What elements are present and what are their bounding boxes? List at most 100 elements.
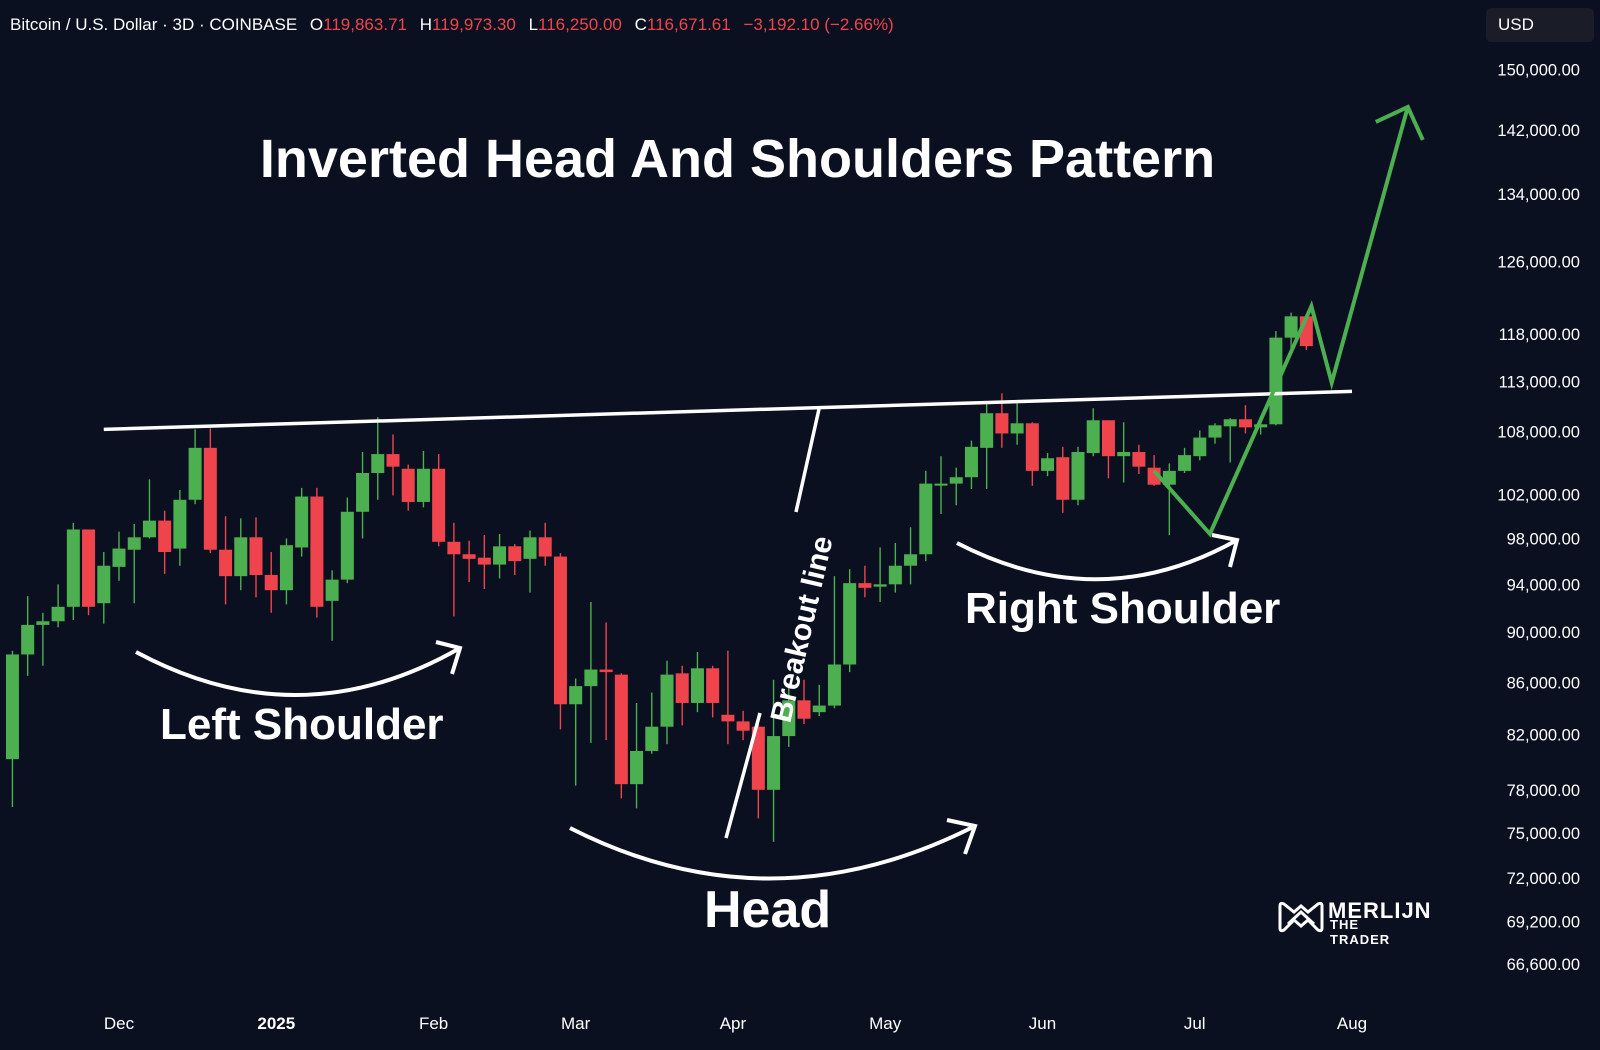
- candle-body: [630, 750, 644, 785]
- candle[interactable]: [158, 510, 172, 574]
- candle[interactable]: [934, 456, 948, 514]
- candle[interactable]: [386, 434, 400, 496]
- candle-body: [888, 565, 902, 585]
- candle[interactable]: [203, 428, 217, 554]
- candle[interactable]: [1056, 446, 1070, 513]
- candle[interactable]: [493, 533, 507, 579]
- candle[interactable]: [630, 702, 644, 809]
- candle[interactable]: [1025, 422, 1039, 486]
- candle[interactable]: [827, 576, 841, 709]
- candle[interactable]: [447, 522, 461, 617]
- candle[interactable]: [371, 417, 385, 500]
- candle[interactable]: [797, 679, 811, 725]
- candle[interactable]: [1147, 455, 1161, 486]
- candle[interactable]: [553, 553, 567, 730]
- candle[interactable]: [234, 518, 248, 591]
- candle[interactable]: [249, 517, 263, 598]
- candle-body: [645, 726, 659, 751]
- candle[interactable]: [432, 454, 446, 547]
- candle[interactable]: [188, 429, 202, 505]
- candle[interactable]: [1238, 405, 1252, 434]
- candle[interactable]: [782, 683, 796, 747]
- candle[interactable]: [584, 602, 598, 743]
- candle[interactable]: [767, 679, 781, 842]
- candle[interactable]: [1101, 420, 1115, 479]
- left-shoulder-arrow: [135, 640, 463, 697]
- candle[interactable]: [51, 584, 65, 628]
- candle[interactable]: [82, 529, 96, 616]
- candle[interactable]: [462, 540, 476, 582]
- symbol-name[interactable]: Bitcoin / U.S. Dollar · 3D · COINBASE: [10, 15, 298, 34]
- candle[interactable]: [1117, 422, 1131, 483]
- candle[interactable]: [888, 542, 902, 593]
- candle[interactable]: [5, 650, 19, 807]
- candle[interactable]: [1178, 447, 1192, 473]
- candle[interactable]: [599, 622, 613, 741]
- candle[interactable]: [1162, 463, 1176, 536]
- candle[interactable]: [1041, 453, 1055, 477]
- candle[interactable]: [751, 716, 765, 819]
- candle[interactable]: [904, 527, 918, 585]
- candle[interactable]: [949, 467, 963, 506]
- symbol-header[interactable]: Bitcoin / U.S. Dollar · 3D · COINBASE O1…: [10, 15, 902, 35]
- candle[interactable]: [279, 538, 293, 605]
- y-tick-label: 72,000.00: [1507, 870, 1580, 888]
- candle[interactable]: [706, 665, 720, 718]
- candle[interactable]: [675, 665, 689, 726]
- candle[interactable]: [36, 612, 50, 666]
- candle[interactable]: [873, 547, 887, 603]
- candle[interactable]: [310, 487, 324, 618]
- candle[interactable]: [858, 565, 872, 598]
- candle[interactable]: [569, 678, 583, 786]
- candle-body: [919, 483, 933, 555]
- candle-body: [142, 520, 156, 538]
- candle[interactable]: [416, 450, 430, 508]
- candle[interactable]: [356, 452, 370, 539]
- candle[interactable]: [508, 544, 522, 575]
- candle[interactable]: [127, 523, 141, 604]
- candle[interactable]: [736, 710, 750, 741]
- candle[interactable]: [112, 531, 126, 581]
- candle[interactable]: [1071, 446, 1085, 506]
- candle[interactable]: [142, 479, 156, 539]
- candle-body: [949, 477, 963, 484]
- high-label: H: [419, 15, 432, 34]
- candle[interactable]: [1132, 444, 1146, 475]
- candle[interactable]: [721, 650, 735, 745]
- candle-body: [264, 574, 278, 591]
- candle[interactable]: [325, 570, 339, 641]
- currency-button[interactable]: USD: [1486, 8, 1594, 42]
- candle[interactable]: [660, 660, 674, 745]
- candle-body: [158, 520, 172, 552]
- candle[interactable]: [1193, 430, 1207, 461]
- candle[interactable]: [812, 684, 826, 717]
- candle[interactable]: [21, 596, 35, 676]
- candle[interactable]: [919, 470, 933, 562]
- candle[interactable]: [843, 569, 857, 673]
- candle[interactable]: [964, 440, 978, 489]
- candle[interactable]: [1223, 418, 1237, 463]
- candle[interactable]: [690, 651, 704, 713]
- candle[interactable]: [980, 403, 994, 489]
- candle[interactable]: [66, 522, 80, 621]
- candle[interactable]: [295, 487, 309, 557]
- candle-body: [1025, 423, 1039, 471]
- candle[interactable]: [97, 551, 111, 624]
- candle[interactable]: [614, 673, 628, 799]
- candle[interactable]: [538, 522, 552, 566]
- candle-body: [188, 447, 202, 500]
- x-tick-label: Mar: [561, 1014, 591, 1033]
- candle[interactable]: [340, 497, 354, 584]
- candle[interactable]: [645, 692, 659, 754]
- candle[interactable]: [477, 535, 491, 590]
- candle[interactable]: [173, 490, 187, 566]
- candle[interactable]: [264, 551, 278, 613]
- candle[interactable]: [219, 516, 233, 605]
- candle[interactable]: [523, 530, 537, 593]
- candle[interactable]: [1086, 408, 1100, 457]
- candle[interactable]: [401, 464, 415, 511]
- candle[interactable]: [1010, 403, 1024, 445]
- y-tick-label: 98,000.00: [1507, 530, 1580, 548]
- candle[interactable]: [1208, 423, 1222, 444]
